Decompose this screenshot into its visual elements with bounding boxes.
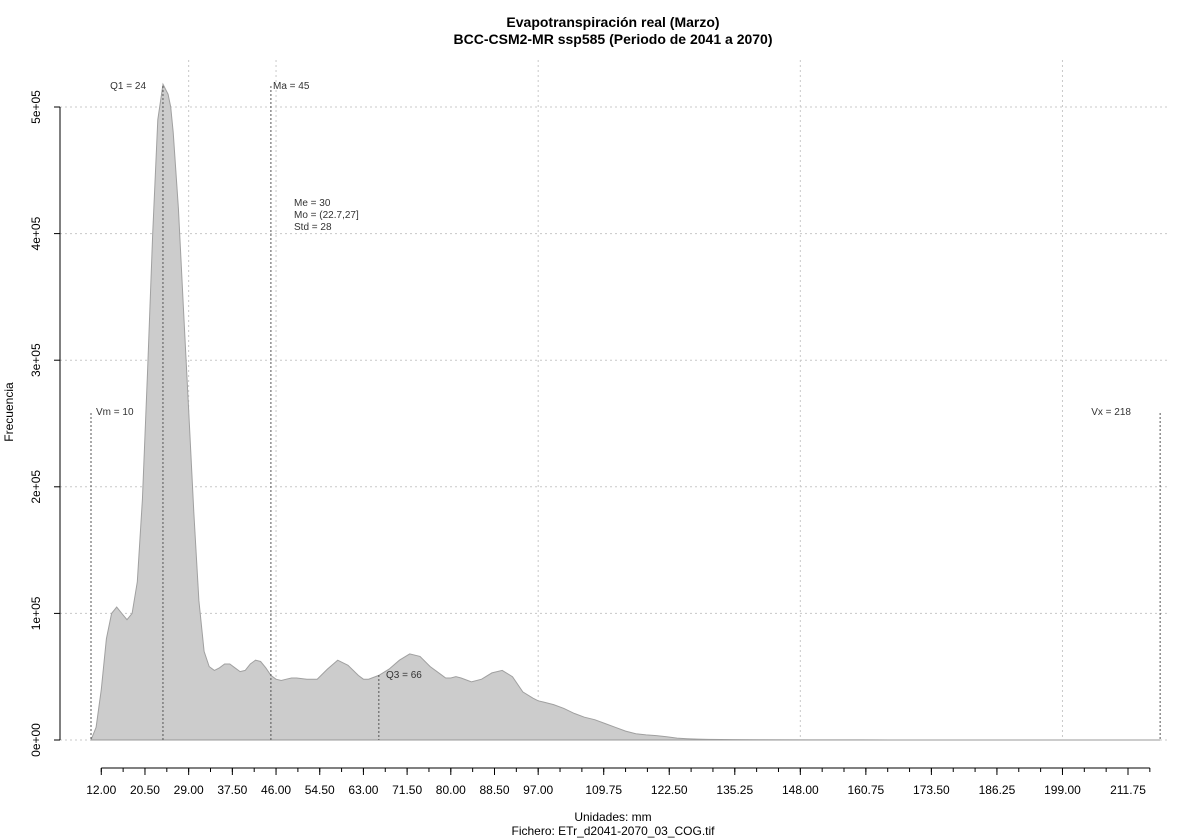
y-tick-label-5: 5e+05: [29, 90, 43, 124]
x-tick-label-4: 46.00: [261, 783, 291, 797]
x-tick-label-2: 29.00: [174, 783, 204, 797]
x-tick-label-10: 97.00: [523, 783, 553, 797]
stats-box: Me = 30 Mo = (22.7,27] Std = 28: [294, 198, 359, 233]
reference-lines: [90, 86, 1161, 740]
x-tick-label-9: 88.50: [479, 783, 509, 797]
stats-std: Std = 28: [294, 222, 332, 233]
x-tick-label-7: 71.50: [392, 783, 422, 797]
y-tick-label-2: 2e+05: [29, 470, 43, 504]
x-tick-label-0: 12.00: [86, 783, 116, 797]
x-tick-label-12: 122.50: [651, 783, 688, 797]
annotation-label-1: Q1 = 24: [110, 81, 146, 92]
annotation-label-4: Vx = 218: [1091, 407, 1131, 418]
grid-lines: [60, 60, 1170, 741]
y-tick-label-0: 0e+00: [29, 723, 43, 757]
x-tick-label-11: 109.75: [585, 783, 622, 797]
x-tick-label-16: 173.50: [913, 783, 950, 797]
chart-title: Evapotranspiración real (Marzo): [506, 14, 719, 30]
annotation-label-2: Ma = 45: [273, 81, 310, 92]
stats-mode: Mo = (22.7,27]: [294, 210, 359, 221]
x-tick-label-17: 186.25: [979, 783, 1016, 797]
x-tick-label-6: 63.00: [348, 783, 378, 797]
annotation-label-3: Q3 = 66: [386, 670, 422, 681]
x-tick-label-18: 199.00: [1044, 783, 1081, 797]
x-tick-label-1: 20.50: [130, 783, 160, 797]
annotation-label-0: Vm = 10: [96, 407, 134, 418]
y-tick-label-3: 3e+05: [29, 343, 43, 377]
axes: 0e+00 1e+05 2e+05 3e+05 4e+05 5e+05 12.00 20.50…: [29, 90, 1151, 797]
caption: Fichero: ETr_d2041-2070_03_COG.tif: [512, 824, 716, 838]
stats-median: Me = 30: [294, 198, 331, 209]
y-axis-label: Frecuencia: [2, 382, 16, 442]
chart-subtitle: BCC-CSM2-MR ssp585 (Periodo de 2041 a 20…: [454, 31, 773, 47]
annotations: Vm = 10 Q1 = 24 Ma = 45 Q3 = 66 Vx = 218: [96, 81, 1131, 681]
x-tick-label-13: 135.25: [716, 783, 753, 797]
x-tick-label-5: 54.50: [305, 783, 335, 797]
density-area-path: [90, 82, 1150, 741]
y-tick-label-4: 4e+05: [29, 216, 43, 250]
x-axis-label: Unidades: mm: [574, 810, 651, 824]
density-area: [90, 82, 1161, 741]
x-tick-label-15: 160.75: [848, 783, 885, 797]
x-tick-label-14: 148.00: [782, 783, 819, 797]
x-tick-label-8: 80.00: [436, 783, 466, 797]
x-tick-label-3: 37.50: [217, 783, 247, 797]
x-tick-label-19: 211.75: [1110, 783, 1146, 797]
y-tick-label-1: 1e+05: [29, 596, 43, 630]
